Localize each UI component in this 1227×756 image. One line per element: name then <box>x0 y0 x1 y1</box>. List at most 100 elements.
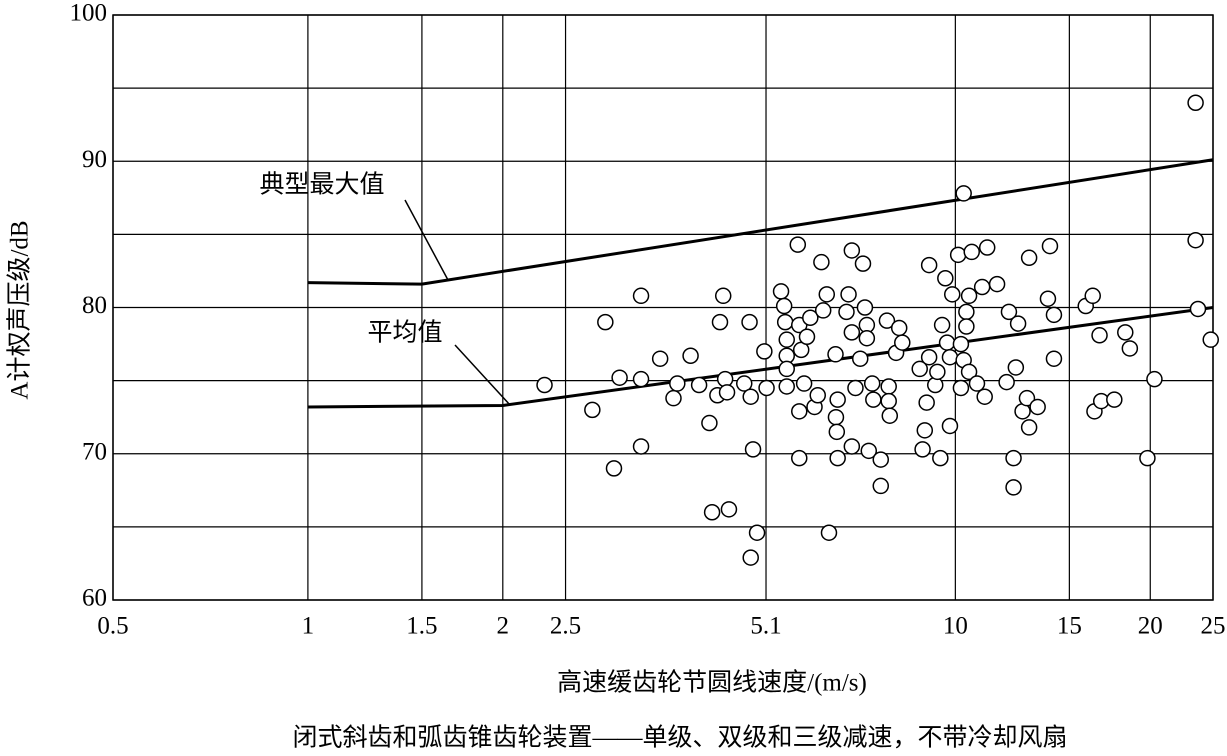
data-point <box>932 449 949 467</box>
data-point <box>920 348 938 366</box>
data-point <box>775 297 793 315</box>
data-point <box>795 375 813 392</box>
data-point <box>858 329 876 347</box>
data-point <box>735 375 753 392</box>
reference-line <box>307 306 1214 409</box>
data-point <box>1091 327 1108 344</box>
y-tick-label: 80 <box>82 292 107 319</box>
data-point <box>1117 324 1134 341</box>
data-point <box>820 524 838 541</box>
data-point <box>843 242 861 259</box>
data-point <box>611 369 628 386</box>
data-point <box>1202 331 1219 348</box>
annotation: 平均值 <box>367 319 442 347</box>
data-point <box>1189 300 1207 318</box>
data-point <box>818 286 836 303</box>
data-point <box>860 442 878 460</box>
data-point <box>911 360 928 378</box>
data-point <box>968 375 986 392</box>
data-point <box>813 253 830 271</box>
data-point <box>772 283 790 300</box>
data-point <box>703 504 721 521</box>
x-tick-label: 1 <box>302 613 315 640</box>
data-point <box>1007 359 1025 376</box>
data-point <box>1009 315 1027 332</box>
data-point <box>1005 479 1022 496</box>
data-point <box>865 391 882 408</box>
data-point <box>827 346 844 363</box>
data-point <box>963 243 980 261</box>
data-point <box>758 379 775 397</box>
x-tick-label: 15 <box>1057 613 1082 640</box>
data-point <box>933 316 951 334</box>
data-point <box>937 270 954 287</box>
data-point <box>1139 449 1156 467</box>
data-point <box>918 394 935 411</box>
data-point <box>872 477 890 495</box>
y-tick-label: 90 <box>82 146 107 173</box>
data-point <box>916 422 934 439</box>
data-point <box>711 313 729 331</box>
data-point <box>828 423 846 441</box>
data-point <box>878 312 896 329</box>
x-tick-label: 2.5 <box>550 613 581 640</box>
data-point <box>941 348 959 366</box>
data-point <box>880 392 897 410</box>
data-point <box>741 313 758 331</box>
x-tick-label: 1.5 <box>406 613 437 640</box>
data-point <box>791 449 808 467</box>
data-point <box>778 378 795 395</box>
reference-line <box>307 158 1214 286</box>
data-point <box>1000 303 1018 321</box>
data-point <box>1005 449 1022 467</box>
data-point <box>952 335 970 353</box>
data-point <box>714 287 732 305</box>
data-point <box>690 376 708 394</box>
x-tick-label: 10 <box>943 613 968 640</box>
data-point <box>597 313 614 331</box>
data-point <box>829 449 846 467</box>
data-point <box>584 401 601 419</box>
data-point <box>851 350 869 367</box>
data-point <box>1084 287 1101 305</box>
data-point <box>1020 249 1038 267</box>
data-point <box>718 384 736 401</box>
data-point <box>778 360 795 378</box>
data-point <box>756 343 773 360</box>
data-point <box>669 375 686 392</box>
data-point <box>988 275 1006 293</box>
data-point <box>632 287 650 305</box>
data-point <box>890 319 908 337</box>
data-point <box>1020 419 1038 436</box>
data-point <box>748 524 766 541</box>
data-point <box>958 303 975 321</box>
data-point <box>1018 389 1036 407</box>
data-point <box>938 334 956 351</box>
data-point <box>838 303 855 321</box>
data-point <box>943 286 961 303</box>
data-point <box>854 255 872 272</box>
data-point <box>941 417 959 435</box>
data-point <box>809 387 826 404</box>
data-point <box>682 347 699 365</box>
x-tick-label: 2 <box>497 613 510 640</box>
data-point <box>958 318 975 335</box>
data-point <box>863 375 881 392</box>
data-point <box>791 403 808 420</box>
data-point <box>960 287 978 305</box>
data-point <box>802 309 819 326</box>
annotation: 典型最大值 <box>259 171 384 199</box>
data-point <box>949 246 967 264</box>
data-point <box>789 236 807 253</box>
data-point <box>998 373 1015 391</box>
leader-line <box>454 344 511 406</box>
data-point <box>952 379 970 397</box>
caption: 闭式斜齿和弧齿锥齿轮装置——单级、双级和三级减速，不带冷却风扇 <box>292 724 1067 752</box>
x-tick-label: 5.1 <box>750 613 781 640</box>
data-point <box>778 331 795 348</box>
data-point <box>1121 340 1139 357</box>
data-point <box>843 438 861 455</box>
data-point <box>881 407 899 424</box>
data-point <box>720 501 738 518</box>
